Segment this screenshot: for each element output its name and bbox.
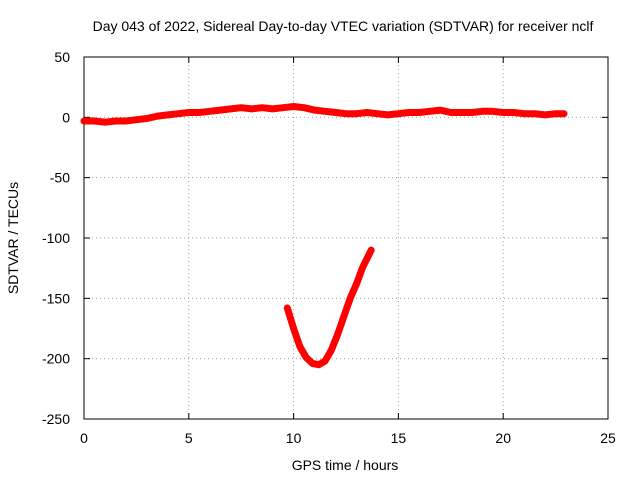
- series-trace: [283, 246, 375, 369]
- grid-layer: [84, 57, 608, 419]
- data-point: [217, 107, 224, 114]
- data-point: [227, 105, 234, 112]
- data-point: [91, 117, 98, 124]
- data-point: [340, 313, 347, 320]
- y-tick-label: 0: [62, 109, 70, 125]
- data-point: [510, 109, 517, 116]
- data-point: [175, 110, 182, 117]
- y-tick-label: -200: [42, 351, 70, 367]
- data-point: [416, 109, 423, 116]
- y-tick-label: 50: [54, 49, 70, 65]
- data-point: [206, 108, 213, 115]
- data-point: [374, 110, 381, 117]
- y-tick-label: -250: [42, 411, 70, 427]
- data-point: [322, 358, 329, 365]
- data-point: [395, 110, 402, 117]
- data-point: [552, 110, 559, 117]
- y-axis-label: SDTVAR / TECUs: [5, 182, 21, 294]
- data-point: [384, 111, 391, 118]
- x-tick-label: 5: [185, 430, 193, 446]
- data-point: [269, 105, 276, 112]
- data-point: [164, 111, 171, 118]
- data-point: [489, 108, 496, 115]
- data-point: [521, 110, 528, 117]
- chart-title: Day 043 of 2022, Sidereal Day-to-day VTE…: [93, 18, 594, 34]
- data-point: [185, 109, 192, 116]
- data-point: [248, 105, 255, 112]
- data-point: [531, 110, 538, 117]
- data-point: [303, 354, 310, 361]
- data-point: [280, 104, 287, 111]
- data-point: [332, 109, 339, 116]
- data-point: [359, 263, 366, 270]
- data-point: [405, 109, 412, 116]
- x-tick-label: 15: [391, 430, 407, 446]
- data-point: [328, 347, 335, 354]
- y-tick-label: -100: [42, 230, 70, 246]
- data-point: [196, 109, 203, 116]
- data-point: [112, 117, 119, 124]
- data-point: [426, 108, 433, 115]
- data-point: [347, 295, 354, 302]
- data-point: [143, 115, 150, 122]
- data-point: [322, 108, 329, 115]
- data-point: [447, 109, 454, 116]
- data-point: [301, 104, 308, 111]
- data-point: [290, 325, 297, 332]
- data-point: [238, 104, 245, 111]
- data-point: [368, 247, 375, 254]
- data-point: [363, 109, 370, 116]
- data-point: [315, 361, 322, 368]
- x-tick-label: 25: [600, 430, 616, 446]
- y-tick-label: -50: [50, 170, 70, 186]
- data-point: [81, 117, 87, 124]
- data-point: [290, 103, 297, 110]
- data-point: [122, 117, 129, 124]
- data-point: [133, 116, 140, 123]
- data-point: [154, 113, 161, 120]
- series-layer: [80, 103, 568, 369]
- data-point: [309, 360, 316, 367]
- ticks-layer: 0 5 10 15 20 25 -250 -200 -150 -100 -50 0 50: [42, 49, 616, 446]
- data-point: [468, 109, 475, 116]
- data-point: [101, 119, 108, 126]
- x-tick-label: 10: [286, 430, 302, 446]
- data-point: [353, 280, 360, 287]
- x-tick-label: 20: [495, 430, 511, 446]
- data-point: [334, 331, 341, 338]
- data-point: [259, 104, 266, 111]
- data-point: [284, 304, 291, 311]
- series-dip: [283, 246, 375, 369]
- data-point: [458, 109, 465, 116]
- data-point: [479, 108, 486, 115]
- data-point: [353, 110, 360, 117]
- data-point: [437, 107, 444, 114]
- data-point: [560, 110, 567, 117]
- x-axis-label: GPS time / hours: [292, 457, 399, 473]
- data-point: [311, 107, 318, 114]
- data-point: [542, 111, 549, 118]
- data-point: [500, 109, 507, 116]
- series-main: [80, 103, 568, 126]
- data-point: [296, 343, 303, 350]
- data-point: [343, 110, 349, 117]
- x-tick-label: 0: [80, 430, 88, 446]
- y-tick-label: -150: [42, 290, 70, 306]
